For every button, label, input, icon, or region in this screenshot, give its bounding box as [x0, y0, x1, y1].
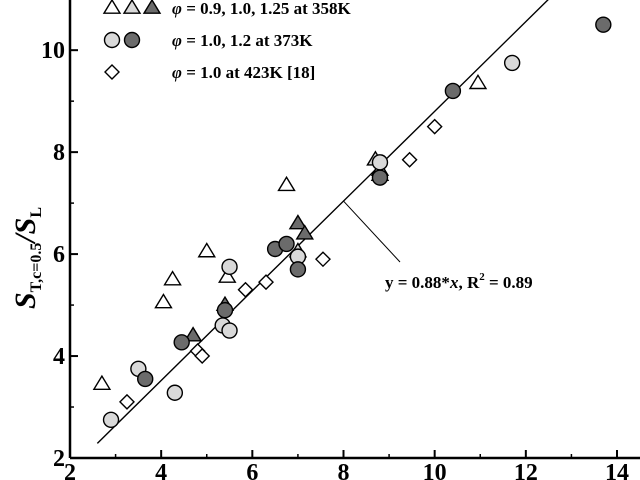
circle-point	[173, 334, 190, 351]
fit-line-group	[96, 0, 549, 444]
triangle-point	[154, 293, 173, 309]
fit-label-var: x	[449, 273, 459, 292]
x-tick-label: 10	[423, 460, 447, 480]
circle-point	[371, 154, 389, 171]
axis-tick-labels: 2 4 6 8 10 12 14 2 4 6 8 10	[41, 38, 629, 480]
triangle-point	[295, 224, 314, 240]
y-label-main: S	[9, 292, 42, 309]
y-tick-label: 8	[53, 140, 65, 166]
legend-label-text: = 1.0, 1.2 at 373K	[182, 31, 313, 50]
circle-point	[216, 301, 234, 319]
diamond-point	[401, 151, 418, 168]
x-tick-label: 12	[514, 460, 538, 480]
legend-label-text: = 1.0 at 423K [18]	[182, 63, 315, 82]
y-axis-label: ST,c=0.5/SL	[9, 207, 45, 309]
axis-ticks	[69, 49, 618, 459]
legend-label: φ = 1.0 at 423K [18]	[172, 63, 315, 82]
legend-label-text: = 0.9, 1.0, 1.25 at 358K	[182, 0, 352, 18]
fit-label-sup: 2	[479, 271, 485, 283]
data-points	[92, 16, 612, 428]
legend-label-symbol: φ	[172, 31, 182, 50]
diamond-point	[237, 281, 254, 298]
triangle-point	[183, 326, 203, 342]
plot-frame-group	[68, 0, 640, 460]
diamond-point	[258, 274, 274, 291]
x-tick-label: 4	[155, 460, 167, 480]
diamond-point	[426, 118, 443, 135]
triangle-point	[92, 374, 112, 390]
fit-label: y = 0.88*x, R2 = 0.89	[385, 271, 533, 292]
legend-label: φ = 1.0, 1.2 at 373K	[172, 31, 313, 50]
legend-triangle-marker	[142, 0, 162, 14]
triangle-point	[288, 214, 308, 230]
diamond-point	[314, 251, 331, 268]
fit-label-prefix: y = 0.88*	[385, 273, 450, 292]
x-tick-label: 2	[64, 460, 76, 480]
x-tick-label: 6	[246, 460, 258, 480]
legend-diamond-marker	[104, 64, 120, 80]
y-tick-label: 2	[53, 446, 65, 472]
legend-circle-marker	[123, 31, 141, 49]
triangle-point	[218, 267, 237, 283]
fit-label-suffix: = 0.89	[485, 273, 533, 292]
legend-label-symbol: φ	[172, 63, 182, 82]
y-label-slash: /	[9, 232, 42, 245]
legend-circle-marker	[103, 31, 121, 49]
legend-triangle-marker	[102, 0, 122, 14]
triangle-point	[163, 270, 182, 286]
circle-point	[102, 411, 120, 428]
x-tick-label: 14	[605, 460, 629, 480]
legend-label-symbol: φ	[172, 0, 182, 18]
circle-point	[221, 258, 238, 276]
triangle-point	[197, 242, 216, 258]
y-label-den-sub: L	[28, 207, 45, 218]
y-tick-label: 4	[53, 344, 65, 370]
circle-point	[221, 322, 238, 339]
circle-point	[289, 261, 307, 278]
y-tick-label: 10	[41, 38, 65, 64]
legend-triangle-marker	[122, 0, 142, 14]
circle-point	[278, 235, 295, 253]
circle-point	[371, 169, 389, 186]
circle-point	[444, 82, 462, 100]
triangle-point	[277, 175, 296, 192]
circle-point	[166, 384, 184, 401]
circle-point	[595, 16, 612, 33]
y-tick-label: 6	[53, 242, 65, 268]
y-label-main-sub: T,c=0.5	[28, 243, 45, 293]
circle-point	[137, 370, 154, 388]
fit-line	[96, 0, 549, 444]
circle-point	[503, 54, 521, 72]
diamond-point	[118, 393, 135, 410]
diamond-point	[194, 348, 211, 365]
triangle-point	[468, 73, 488, 90]
fit-leader-line	[343, 200, 401, 263]
x-tick-label: 8	[338, 460, 350, 480]
legend-label: φ = 0.9, 1.0, 1.25 at 358K	[172, 0, 352, 18]
fit-label-middle: , R	[458, 273, 480, 292]
y-label-den: S	[9, 218, 42, 235]
